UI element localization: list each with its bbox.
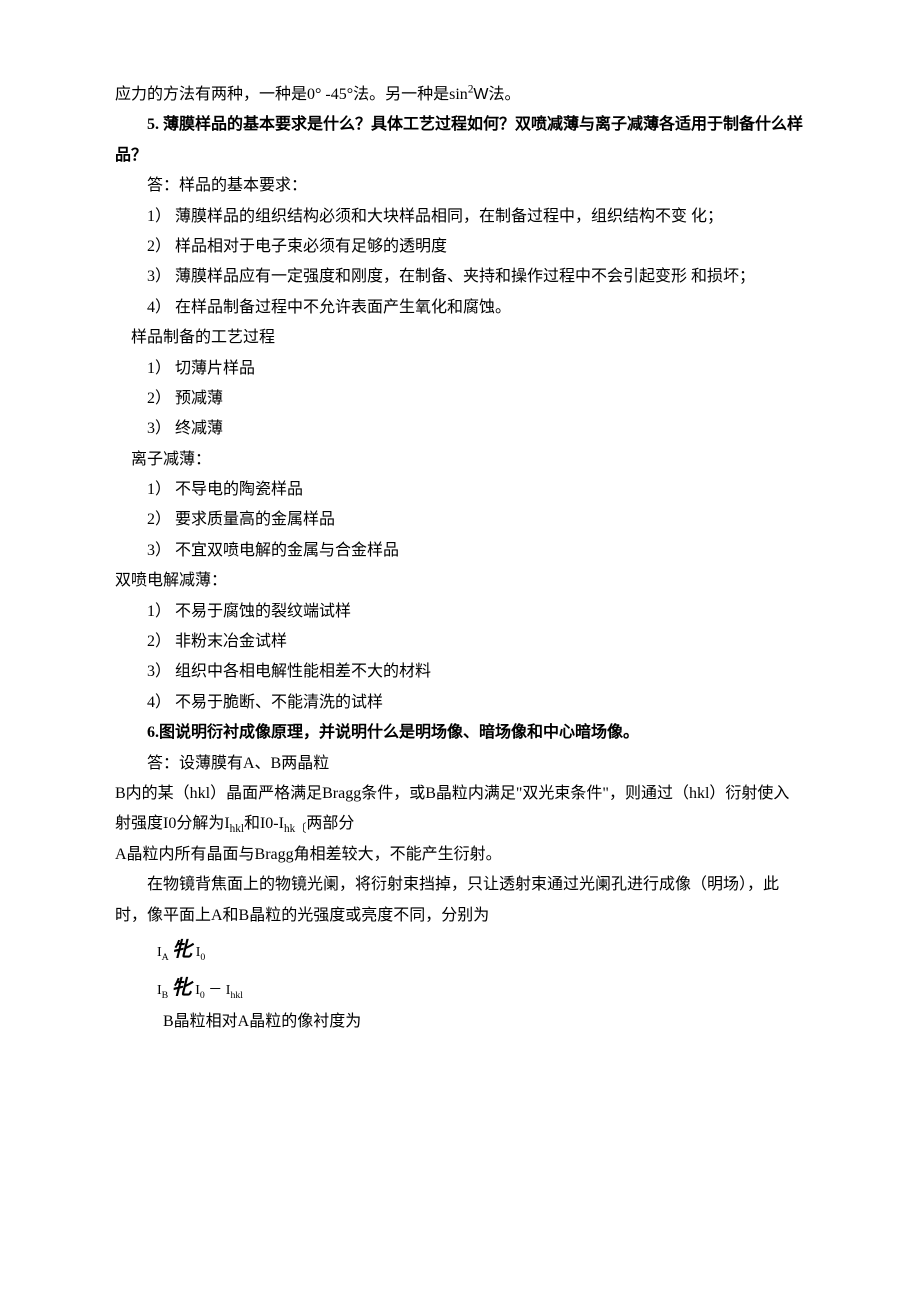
question-5-text: 5. 薄膜样品的基本要求是什么？具体工艺过程如何？双喷减薄与离子减薄各适用于制备… (115, 116, 803, 163)
f2-sub-hkl: hkl (230, 990, 243, 1001)
ion-item-1: 1） 不导电的陶瓷样品 (115, 475, 805, 505)
a6-p1-b: 和I0-I (244, 815, 284, 832)
question-6-text: 6.图说明衍衬成像原理，并说明什么是明场像、暗场像和中心暗场像。 (147, 724, 639, 741)
answer-5-item-1: 1） 薄膜样品的组织结构必须和大块样品相同，在制备过程中，组织结构不变 化； (115, 202, 805, 232)
final-line: B晶粒相对A晶粒的像衬度为 (115, 1007, 805, 1037)
f1-sub-0: 0 (200, 952, 205, 963)
f2-minus: － (208, 983, 222, 998)
prep-item-1: 1） 切薄片样品 (115, 354, 805, 384)
a6-p1-sub2: hk〔 (284, 824, 306, 836)
intro-text-b: 法。 (489, 86, 521, 103)
answer-5-item-2: 2） 样品相对于电子束必须有足够的透明度 (115, 232, 805, 262)
question-6: 6.图说明衍衬成像原理，并说明什么是明场像、暗场像和中心暗场像。 (115, 718, 805, 748)
f1-symbol: 牝 (172, 939, 192, 961)
f2-symbol: 牝 (172, 977, 192, 999)
formula-1: IA 牝 I0 (115, 931, 805, 969)
jet-header: 双喷电解减薄： (115, 566, 805, 596)
a6-p1-sub1: hkl (230, 824, 244, 836)
answer-6-intro: 答：设薄膜有A、B两晶粒 (115, 749, 805, 779)
ion-item-3: 3） 不宜双喷电解的金属与合金样品 (115, 536, 805, 566)
prep-item-3: 3） 终减薄 (115, 414, 805, 444)
answer-6-para-3: 在物镜背焦面上的物镜光阑，将衍射束挡掉，只让透射束通过光阑孔进行成像（明场），此… (115, 870, 805, 931)
f2-sub-0: 0 (200, 990, 205, 1001)
jet-item-2: 2） 非粉末冶金试样 (115, 627, 805, 657)
intro-w: W (473, 86, 488, 103)
answer-6-para-2: A晶粒内所有晶面与Bragg角相差较大，不能产生衍射。 (115, 840, 805, 870)
a6-p1-a: B内的某（hkl）晶面严格满足Bragg条件，或B晶粒内满足"双光束条件"，则通… (115, 785, 789, 832)
answer-5-item-3: 3） 薄膜样品应有一定强度和刚度，在制备、夹持和操作过程中不会引起变形 和损坏； (115, 262, 805, 292)
ion-header: 离子减薄： (115, 445, 805, 475)
jet-item-1: 1） 不易于腐蚀的裂纹端试样 (115, 597, 805, 627)
f2-sub-b: B (162, 990, 169, 1001)
a6-p1-c: 两部分 (306, 815, 354, 832)
question-5: 5. 薄膜样品的基本要求是什么？具体工艺过程如何？双喷减薄与离子减薄各适用于制备… (115, 110, 805, 171)
jet-item-4: 4） 不易于脆断、不能清洗的试样 (115, 688, 805, 718)
prep-item-2: 2） 预减薄 (115, 384, 805, 414)
formula-2: IB 牝 I0 － Ihkl (115, 969, 805, 1007)
intro-paragraph: 应力的方法有两种，一种是0° -45°法。另一种是sin2W法。 (115, 80, 805, 110)
f1-sub-a: A (162, 952, 169, 963)
prep-header: 样品制备的工艺过程 (115, 323, 805, 353)
answer-5-item-4: 4） 在样品制备过程中不允许表面产生氧化和腐蚀。 (115, 293, 805, 323)
answer-5-intro: 答：样品的基本要求： (115, 171, 805, 201)
answer-6-para-1: B内的某（hkl）晶面严格满足Bragg条件，或B晶粒内满足"双光束条件"，则通… (115, 779, 805, 840)
jet-item-3: 3） 组织中各相电解性能相差不大的材料 (115, 657, 805, 687)
intro-text-a: 应力的方法有两种，一种是0° -45°法。另一种是sin (115, 86, 468, 103)
ion-item-2: 2） 要求质量高的金属样品 (115, 505, 805, 535)
